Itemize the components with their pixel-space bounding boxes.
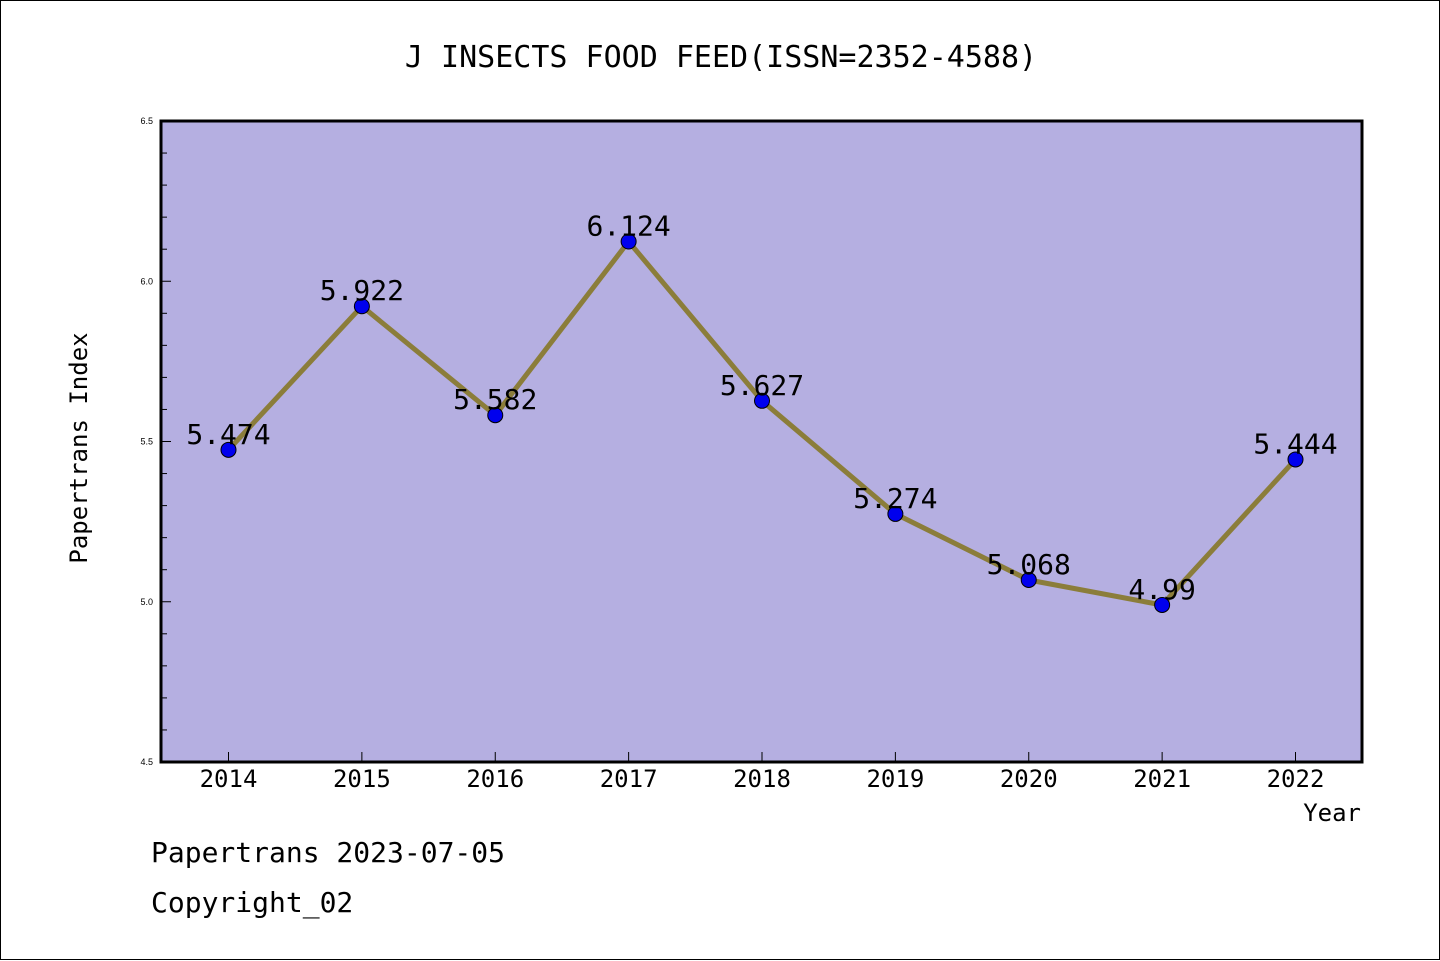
- data-point: [353, 298, 370, 315]
- data-markers: [220, 233, 1304, 613]
- data-label: 5.922: [320, 274, 404, 307]
- y-tick-label: 4.5: [140, 757, 153, 767]
- data-label: 5.068: [987, 548, 1071, 581]
- x-axis: 2014 2015 2016 2017 2018 2019 2020 2021 2022: [200, 752, 1325, 793]
- x-tick-label: 2014: [200, 765, 258, 793]
- data-label: 5.274: [853, 482, 937, 515]
- x-tick-label: 2020: [1000, 765, 1058, 793]
- x-tick-label: 2019: [866, 765, 924, 793]
- chart-title: J INSECTS FOOD FEED(ISSN=2352-4588): [405, 40, 1037, 75]
- data-point: [887, 505, 904, 522]
- data-point: [1154, 596, 1171, 613]
- data-point: [220, 441, 237, 458]
- x-tick-label: 2016: [466, 765, 524, 793]
- data-label: 5.582: [453, 383, 537, 416]
- y-axis: 4.5 5.0 5.5 6.0 6.5: [140, 116, 171, 767]
- x-axis-label: Year: [1303, 799, 1361, 827]
- y-tick-label: 6.0: [140, 276, 153, 286]
- footer-copyright: Copyright_02: [151, 886, 354, 919]
- x-tick-label: 2021: [1133, 765, 1191, 793]
- data-labels: 5.474 5.922 5.582 6.124 5.627 5.274 5.068 4.99 5…: [186, 210, 1337, 606]
- data-point: [620, 233, 637, 250]
- x-tick-label: 2022: [1267, 765, 1325, 793]
- data-point: [487, 407, 504, 424]
- plot-area: [159, 119, 1364, 764]
- y-axis-label: Papertrans Index: [65, 332, 93, 563]
- data-point: [1287, 451, 1304, 468]
- x-tick-label: 2015: [333, 765, 391, 793]
- data-label: 4.99: [1128, 573, 1195, 606]
- data-point: [1020, 571, 1037, 588]
- data-label: 5.474: [186, 418, 270, 451]
- y-tick-label: 6.5: [140, 116, 153, 126]
- data-point: [754, 392, 770, 409]
- footer-source-date: Papertrans 2023-07-05: [151, 836, 506, 869]
- x-tick-label: 2018: [733, 765, 791, 793]
- data-label: 5.627: [720, 369, 804, 402]
- data-label: 5.444: [1253, 427, 1337, 460]
- x-tick-label: 2017: [600, 765, 658, 793]
- y-tick-label: 5.5: [140, 437, 153, 447]
- y-tick-label: 5.0: [140, 597, 153, 607]
- data-label: 6.124: [586, 210, 670, 243]
